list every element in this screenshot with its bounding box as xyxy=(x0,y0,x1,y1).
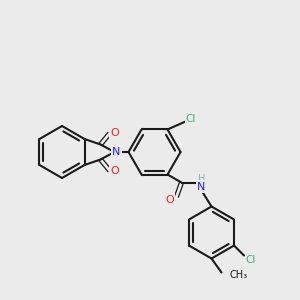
Text: Cl: Cl xyxy=(246,254,256,265)
Text: O: O xyxy=(110,128,119,137)
Text: CH₃: CH₃ xyxy=(230,269,247,280)
Text: O: O xyxy=(110,167,119,176)
Text: Cl: Cl xyxy=(185,115,196,124)
Text: N: N xyxy=(112,147,121,157)
Text: N: N xyxy=(197,182,206,191)
Text: O: O xyxy=(165,194,174,205)
Text: H: H xyxy=(198,173,205,184)
